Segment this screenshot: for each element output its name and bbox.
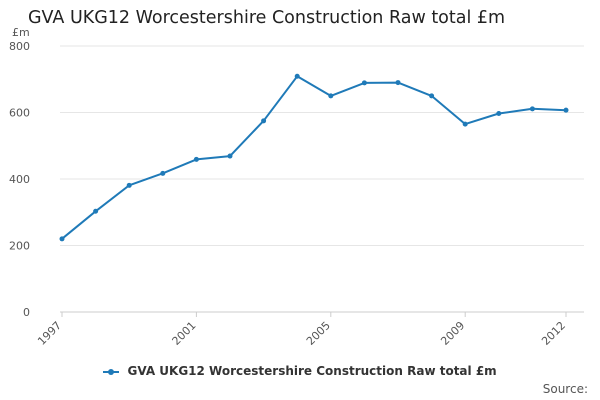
y-axis-label: £m xyxy=(12,26,30,39)
y-tick-label-400: 400 xyxy=(9,173,30,186)
source-label: Source: xyxy=(542,382,588,396)
data-point-2011[interactable] xyxy=(529,106,535,112)
chart-title: GVA UKG12 Worcestershire Construction Ra… xyxy=(28,8,506,28)
data-point-2001[interactable] xyxy=(193,156,199,162)
data-point-2003[interactable] xyxy=(261,118,267,124)
y-tick-label-600: 600 xyxy=(9,107,30,120)
x-axis: 1997 2001 2005 2009 2012 xyxy=(35,312,568,348)
data-point-2005[interactable] xyxy=(328,93,334,99)
legend-label: GVA UKG12 Worcestershire Construction Ra… xyxy=(127,364,497,378)
y-axis: 0 200 400 600 800 xyxy=(9,40,30,319)
data-point-2010[interactable] xyxy=(496,110,502,116)
y-tick-label-800: 800 xyxy=(9,40,30,53)
data-point-2008[interactable] xyxy=(429,93,435,99)
data-point-2000[interactable] xyxy=(160,170,166,176)
data-point-2002[interactable] xyxy=(227,153,233,159)
x-tick-label-2012: 2012 xyxy=(539,319,568,348)
x-tick-label-1997: 1997 xyxy=(35,319,64,348)
data-point-2006[interactable] xyxy=(361,80,367,86)
y-tick-label-0: 0 xyxy=(23,306,30,319)
data-point-2009[interactable] xyxy=(462,121,468,127)
y-tick-label-200: 200 xyxy=(9,240,30,253)
data-point-2004[interactable] xyxy=(294,73,300,79)
data-point-1999[interactable] xyxy=(126,182,132,188)
data-point-1998[interactable] xyxy=(93,208,99,214)
x-tick-label-2001: 2001 xyxy=(170,319,199,348)
x-tick-label-2005: 2005 xyxy=(304,319,333,348)
data-point-1997[interactable] xyxy=(59,236,65,242)
legend-line-marker-icon xyxy=(103,368,120,375)
data-point-2007[interactable] xyxy=(395,80,401,86)
series-layer xyxy=(59,73,569,242)
grid-lines xyxy=(60,45,584,313)
x-tick-label-2009: 2009 xyxy=(438,319,467,348)
series-line xyxy=(61,75,567,240)
legend[interactable]: GVA UKG12 Worcestershire Construction Ra… xyxy=(0,364,600,378)
data-point-2012[interactable] xyxy=(563,107,569,113)
